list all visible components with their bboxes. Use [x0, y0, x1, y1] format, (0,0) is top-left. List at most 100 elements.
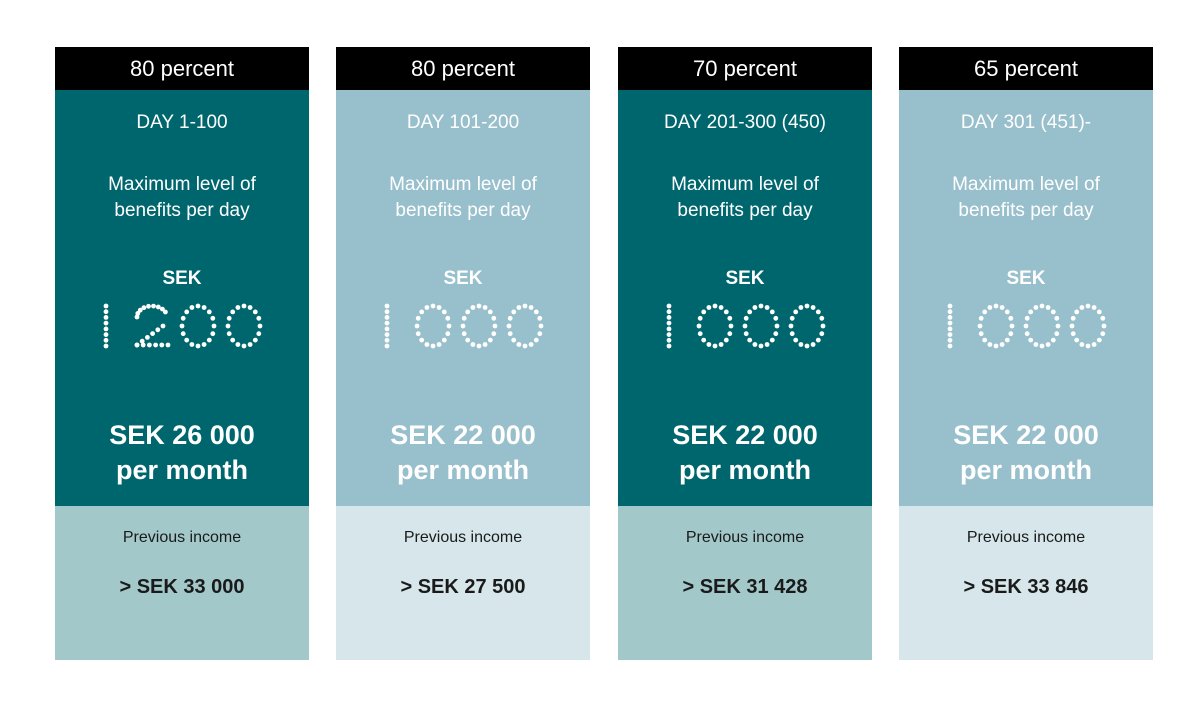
numeral-dot	[1085, 343, 1091, 349]
numeral-dot	[701, 337, 707, 343]
benefit-panel: DAY 201-300 (450) Maximum level of benef…	[618, 90, 872, 506]
dotted-numerals: 1 000	[666, 303, 826, 349]
numeral-dot	[712, 303, 718, 309]
max-level-label: Maximum level of benefits per day	[671, 174, 819, 221]
numeral-dot	[666, 303, 672, 309]
numeral-dot	[819, 315, 825, 321]
numeral-dot	[793, 337, 799, 343]
numeral-dot	[211, 323, 217, 329]
numeral-dot	[804, 303, 810, 309]
numeral-dot	[384, 309, 390, 315]
numeral-dot	[538, 323, 544, 329]
numeral-dot	[491, 315, 497, 321]
numeral-dot	[180, 315, 186, 321]
monthly-amount-unit: per month	[960, 455, 1092, 485]
numeral-dot	[1028, 337, 1034, 343]
numeral-dot	[414, 323, 420, 329]
numeral-dot	[1074, 309, 1080, 315]
numeral-dot	[528, 305, 534, 310]
numeral-dot	[492, 323, 498, 329]
numeral-dot	[1023, 323, 1029, 329]
previous-income-panel: Previous income > SEK 33 846	[899, 506, 1153, 660]
numeral-dot	[1054, 331, 1060, 337]
monthly-amount: SEK 22 000 per month	[899, 418, 1153, 488]
numeral-dot	[257, 323, 263, 329]
numeral-dot	[978, 331, 984, 337]
numeral-dot	[793, 309, 799, 315]
numeral-dot	[103, 303, 109, 309]
numeral-dot	[137, 307, 143, 313]
numeral-dot	[247, 305, 253, 310]
numeral-dot	[1009, 323, 1015, 329]
numeral-dot	[1096, 337, 1102, 343]
numeral-dot	[727, 315, 733, 321]
numeral-dot	[1024, 331, 1030, 337]
benefit-panel: DAY 1-100 Maximum level of benefits per …	[55, 90, 309, 506]
monthly-amount-value: SEK 26 000	[109, 420, 255, 450]
currency-label: SEK	[443, 268, 483, 289]
numeral-dot	[511, 309, 517, 315]
numeral-dot	[516, 342, 522, 347]
numeral-dot	[773, 315, 779, 321]
numeral-dot	[146, 303, 151, 309]
numeral-dot	[1039, 303, 1045, 309]
numeral-dot	[1079, 342, 1085, 347]
max-level-label: Maximum level of benefits per day	[108, 174, 256, 221]
numeral-dot	[103, 337, 109, 343]
numeral-dot	[470, 305, 476, 310]
numeral-dot	[947, 303, 953, 309]
numeral-dot	[666, 320, 672, 326]
numeral-dot	[1100, 315, 1106, 321]
numeral-dot	[140, 342, 146, 348]
numeral-dot	[947, 343, 953, 349]
previous-income-panel: Previous income > SEK 27 500	[336, 506, 590, 660]
numeral-dot	[1074, 337, 1080, 343]
numeral-dot	[165, 342, 171, 348]
dotted-numerals: 1 000	[384, 303, 544, 349]
numeral-dot	[465, 309, 471, 315]
numeral-dot	[179, 323, 185, 329]
numeral-dot	[134, 314, 140, 320]
numeral-dot	[430, 343, 436, 349]
numeral-dot	[993, 303, 999, 309]
numeral-dot	[798, 305, 804, 310]
numeral-dot	[441, 337, 447, 343]
numeral-dot	[810, 342, 816, 347]
numeral-dot	[706, 342, 712, 347]
numeral-dot	[752, 305, 758, 310]
numeral-dot	[723, 337, 729, 343]
numeral-dot	[1091, 342, 1097, 347]
numeral-dot	[666, 343, 672, 349]
numeral-dot	[1096, 309, 1102, 315]
day-range: DAY 1-100	[136, 112, 228, 133]
numeral-dot	[804, 343, 810, 349]
previous-income-label: Previous income	[685, 529, 805, 546]
numeral-dot	[1024, 315, 1030, 321]
numeral-dot	[712, 343, 718, 349]
numeral-dot	[1008, 315, 1014, 321]
numeral-dot	[103, 320, 109, 326]
previous-income-label: Previous income	[966, 529, 1086, 546]
benefit-columns: 80 percent DAY 1-100 Maximum level of be…	[55, 47, 1155, 660]
numeral-dot	[226, 315, 232, 321]
numeral-dot	[697, 331, 703, 337]
numeral-dot	[252, 309, 258, 315]
numeral-dot	[1069, 323, 1075, 329]
numeral-dot	[206, 337, 212, 343]
numeral-dot	[743, 315, 749, 321]
percent-header: 80 percent	[336, 47, 590, 90]
benefit-column-1: 80 percent DAY 1-100 Maximum level of be…	[55, 47, 309, 660]
numeral-dot	[415, 315, 421, 321]
benefit-column-3: 70 percent DAY 201-300 (450) Maximum lev…	[618, 47, 872, 660]
numeral-dot	[487, 337, 493, 343]
daily-amount: 1 000	[618, 300, 872, 362]
numeral-dot	[533, 309, 539, 315]
currency-label: SEK	[725, 268, 765, 289]
numeral-dot	[155, 327, 161, 333]
numeral-dot	[163, 309, 168, 315]
numeral-dot	[947, 337, 953, 343]
numeral-dot	[810, 305, 816, 310]
numeral-dot	[210, 315, 216, 321]
numeral-dot	[666, 332, 672, 337]
numeral-dot	[430, 303, 436, 309]
